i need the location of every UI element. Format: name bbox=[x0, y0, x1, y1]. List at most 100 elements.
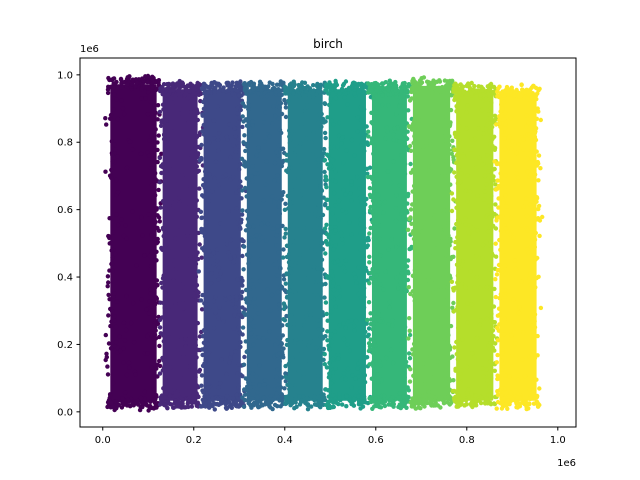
data-point bbox=[481, 197, 487, 202]
data-point bbox=[498, 171, 503, 176]
data-point bbox=[312, 394, 317, 399]
data-point bbox=[144, 307, 149, 312]
data-point bbox=[138, 151, 144, 156]
data-point bbox=[205, 330, 210, 335]
data-point bbox=[402, 80, 407, 86]
data-point bbox=[473, 393, 478, 399]
x-tick-label: 0.2 bbox=[186, 435, 202, 446]
data-point bbox=[261, 198, 266, 203]
data-point bbox=[323, 238, 329, 244]
data-point bbox=[324, 82, 329, 87]
data-point bbox=[156, 228, 162, 233]
data-point bbox=[459, 398, 465, 404]
data-point bbox=[183, 344, 188, 349]
data-point bbox=[127, 139, 133, 144]
data-point bbox=[533, 230, 538, 236]
data-point bbox=[387, 299, 392, 305]
data-point bbox=[313, 252, 318, 257]
data-point bbox=[445, 285, 451, 290]
data-point bbox=[157, 358, 162, 364]
data-point bbox=[507, 394, 512, 399]
data-point bbox=[309, 312, 314, 318]
data-point bbox=[387, 78, 392, 83]
data-point bbox=[407, 328, 412, 333]
data-point bbox=[493, 254, 499, 259]
data-point bbox=[114, 97, 119, 103]
data-point bbox=[196, 81, 202, 87]
data-point bbox=[282, 97, 287, 103]
data-point bbox=[180, 400, 185, 406]
y-tick-label: 0.4 bbox=[57, 273, 73, 284]
data-point bbox=[165, 136, 171, 142]
data-point bbox=[337, 262, 343, 267]
data-point bbox=[311, 83, 316, 88]
data-point bbox=[486, 112, 492, 117]
data-point bbox=[315, 278, 320, 284]
data-point bbox=[150, 214, 156, 219]
data-point bbox=[243, 376, 248, 381]
data-point bbox=[532, 312, 538, 317]
data-point bbox=[114, 212, 119, 217]
data-point bbox=[283, 363, 288, 369]
data-point bbox=[469, 80, 474, 86]
data-point bbox=[451, 378, 456, 383]
data-point bbox=[538, 166, 543, 171]
data-point bbox=[509, 146, 514, 152]
data-point bbox=[224, 241, 229, 247]
data-point bbox=[270, 226, 276, 231]
data-point bbox=[380, 93, 385, 98]
data-point bbox=[516, 142, 521, 147]
data-point bbox=[360, 386, 365, 391]
data-point bbox=[180, 297, 185, 303]
data-point bbox=[201, 340, 207, 345]
data-point bbox=[159, 245, 164, 251]
data-point bbox=[119, 217, 124, 222]
data-point bbox=[189, 323, 194, 328]
data-point bbox=[324, 311, 329, 317]
data-point bbox=[332, 190, 337, 196]
data-point bbox=[164, 261, 169, 267]
data-point bbox=[122, 390, 128, 395]
data-point bbox=[465, 199, 470, 204]
data-point bbox=[220, 88, 226, 94]
data-point bbox=[358, 217, 363, 222]
data-point bbox=[108, 346, 114, 351]
data-point bbox=[443, 138, 448, 143]
data-point bbox=[327, 387, 332, 393]
data-point bbox=[371, 350, 376, 356]
data-point bbox=[289, 223, 294, 228]
data-point bbox=[292, 385, 297, 391]
data-point bbox=[193, 251, 198, 256]
data-point bbox=[336, 356, 341, 361]
data-point bbox=[147, 138, 152, 143]
data-point bbox=[238, 340, 243, 345]
data-point bbox=[287, 134, 292, 139]
data-point bbox=[190, 116, 195, 122]
data-point bbox=[386, 402, 391, 407]
data-point bbox=[216, 182, 221, 188]
data-point bbox=[105, 372, 111, 377]
data-point bbox=[464, 390, 470, 395]
data-point bbox=[199, 383, 204, 388]
data-point bbox=[444, 340, 450, 346]
data-point bbox=[229, 351, 234, 357]
data-point bbox=[379, 377, 384, 383]
data-point bbox=[142, 396, 147, 401]
data-point bbox=[107, 241, 112, 246]
data-point bbox=[352, 90, 357, 96]
data-point bbox=[511, 320, 516, 325]
data-point bbox=[319, 257, 325, 262]
data-point bbox=[406, 336, 411, 341]
data-point bbox=[323, 300, 329, 305]
data-point bbox=[522, 373, 528, 379]
data-point bbox=[362, 373, 367, 378]
data-point bbox=[327, 80, 332, 85]
data-point bbox=[496, 262, 502, 268]
data-point bbox=[493, 202, 498, 207]
data-point bbox=[105, 364, 110, 369]
data-point bbox=[119, 85, 124, 90]
data-point bbox=[322, 169, 327, 175]
y-axis: 0.00.20.40.60.81.0 bbox=[57, 70, 80, 418]
data-point bbox=[336, 217, 341, 223]
data-point bbox=[416, 395, 421, 401]
